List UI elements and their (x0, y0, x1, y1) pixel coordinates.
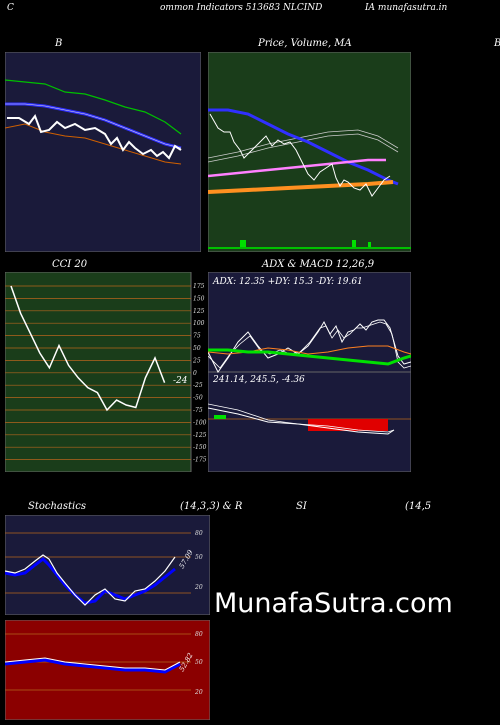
price-panel (208, 52, 411, 252)
macd-values-label: 241.14, 245.5, -4.36 (212, 375, 305, 385)
rsi-title: SI (296, 501, 307, 512)
rsi-panel: 80 50 20 52.82 (5, 620, 210, 720)
adx-green-line (208, 348, 411, 366)
adx-minus-di-line (208, 321, 411, 369)
price-close-line (209, 113, 391, 197)
bollinger-title: B (55, 38, 63, 49)
cci-tick: 125 (193, 308, 205, 315)
cci-tick: 0 (193, 370, 197, 377)
cci-title: CCI 20 (52, 259, 88, 270)
macd-line (208, 407, 395, 435)
munafasutra-watermark: MunafaSutra.com (214, 588, 453, 619)
adx-values-label: ADX: 12.35 +DY: 15.3 -DY: 19.61 (212, 277, 363, 287)
volume-bar (352, 240, 356, 248)
bollinger-lower-band (5, 123, 182, 165)
price-orange-ma (208, 180, 394, 194)
stoch-tick: 80 (195, 530, 203, 537)
rsi-blue-line (5, 658, 181, 674)
rsi-tick: 80 (195, 631, 203, 638)
cci-tick: 100 (193, 320, 205, 327)
header-left: C (7, 3, 14, 13)
cci-tick: -100 (193, 419, 207, 426)
cci-tick: 50 (193, 345, 201, 352)
cci-tick: -50 (193, 395, 203, 402)
cci-tick: 75 (193, 333, 201, 340)
price-title: Price, Volume, MA (258, 38, 352, 49)
cci-tick: -75 (193, 407, 203, 414)
cci-tick: -175 (193, 457, 207, 464)
cci-line (10, 285, 166, 412)
volume-bar (368, 242, 371, 248)
header-title: ommon Indicators 513683 NLCIND (160, 3, 323, 13)
stochastics-title: Stochastics (28, 501, 86, 512)
cci-tick: 150 (193, 295, 205, 302)
cci-value-label: -24 (173, 376, 188, 386)
bollinger-panel (5, 52, 201, 252)
rsi-tick: 50 (195, 659, 203, 666)
cci-tick: -25 (193, 382, 203, 389)
adx-panel: ADX: 12.35 +DY: 15.3 -DY: 19.61 241.14, … (208, 272, 411, 472)
stoch-tick: 20 (194, 584, 203, 591)
price-pink-ma (208, 158, 386, 178)
edge-title: B (494, 38, 500, 49)
price-blue-ma (208, 108, 399, 186)
stoch-k-line (5, 557, 176, 605)
volume-baseline (208, 247, 411, 249)
bollinger-price-line (7, 113, 182, 160)
cci-panel: 175 150 125 100 75 50 25 0 -25 -50 -75 -100 -125 -150… (5, 272, 207, 472)
stoch-tick: 50 (195, 554, 203, 561)
volume-bar (240, 240, 246, 248)
bollinger-upper-band (5, 79, 182, 135)
rsi-tick: 20 (194, 689, 203, 696)
stoch-d-line (5, 554, 176, 606)
cci-tick: -125 (193, 432, 207, 439)
price-ma-line-b (208, 133, 399, 163)
adx-macd-title: ADX & MACD 12,26,9 (262, 259, 375, 270)
stochastics-params: (14,3,3) & R (180, 501, 243, 512)
rsi-params: (14,5 (405, 501, 432, 512)
macd-signal-line (208, 403, 395, 433)
header-site: IA munafasutra.in (365, 3, 448, 13)
adx-plus-di-line (208, 319, 411, 373)
rsi-white-line (5, 657, 181, 671)
cci-tick: 175 (193, 283, 205, 290)
bollinger-middle-band-highlight (5, 103, 182, 149)
stochastics-panel: 80 50 20 57.09 (5, 515, 210, 615)
cci-tick: -150 (193, 444, 207, 451)
cci-tick: 25 (192, 357, 201, 364)
price-ma-line-a (208, 129, 399, 159)
